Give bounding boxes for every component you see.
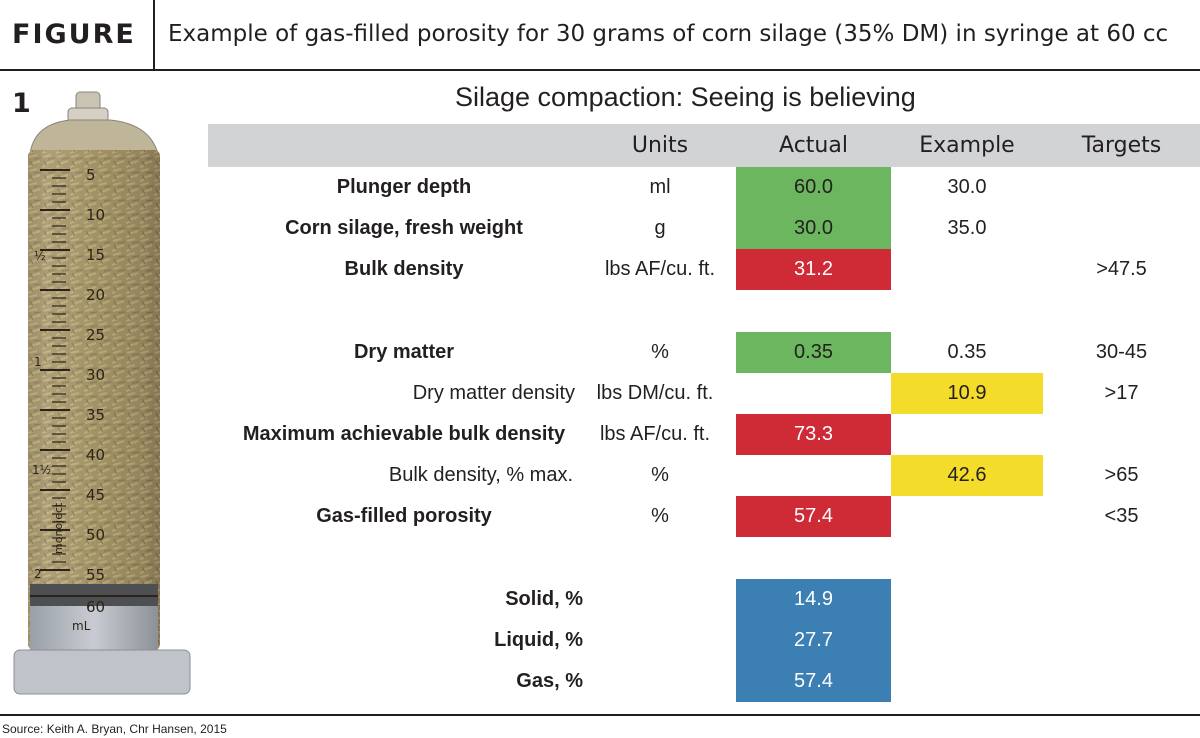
actual-cell: 57.4 [736, 496, 891, 537]
row-label: Gas-filled porosity [316, 505, 492, 527]
row-units: % [651, 464, 669, 486]
fraction-mark: 1 [34, 355, 42, 369]
target-cell: >17 [1104, 382, 1139, 404]
actual-cell: 30.0 [736, 208, 891, 249]
table-header-row: Units Actual Example Targets [208, 124, 1200, 167]
row-units: % [651, 341, 669, 363]
scale-number: 45 [86, 486, 105, 504]
example-cell: 35.0 [947, 217, 987, 239]
header-actual: Actual [779, 133, 848, 158]
row-label: Dry matter [353, 341, 455, 363]
row-label: Bulk density [344, 258, 464, 280]
syringe-image: 5 10 15 20 25 30 35 40 45 50 55 60 ½ 1 1… [13, 91, 191, 695]
brand-text: monoject [52, 502, 65, 554]
scale-number: 15 [86, 246, 105, 264]
header-units: Units [631, 133, 689, 158]
scale-number: 55 [86, 566, 105, 584]
actual-cell: 27.7 [736, 620, 891, 661]
scale-number: 10 [86, 206, 105, 224]
scale-number: 30 [86, 366, 105, 384]
example-cell: 0.35 [947, 341, 987, 363]
figure-caption: Example of gas-filled porosity for 30 gr… [168, 21, 1169, 47]
scale-number: 25 [86, 326, 105, 344]
data-table: Units Actual Example Targets Plunger dep… [208, 124, 1200, 704]
scale-number: 50 [86, 526, 105, 544]
row-units: lbs DM/cu. ft. [596, 382, 714, 404]
figure-label: FIGURE 1 [0, 0, 155, 119]
row-label: Corn silage, fresh weight [285, 217, 523, 239]
row-units: ml [649, 176, 671, 198]
example-cell: 42.6 [891, 455, 1043, 496]
scale-number: 60 [86, 598, 105, 616]
scale-number: 5 [86, 166, 96, 184]
row-label: Dry matter density [412, 382, 575, 404]
row-label: Liquid, % [494, 629, 583, 651]
row-label: Solid, % [505, 588, 583, 610]
target-cell: >47.5 [1096, 258, 1147, 280]
row-units: lbs AF/cu. ft. [599, 423, 711, 445]
actual-cell: 14.9 [736, 579, 891, 620]
figure-header: FIGURE 1 Example of gas-filled porosity … [0, 0, 1200, 119]
actual-cell: 73.3 [736, 414, 891, 455]
header-targets: Targets [1081, 133, 1162, 158]
example-cell: 30.0 [947, 176, 987, 198]
actual-cell: 0.35 [736, 332, 891, 373]
actual-cell: 31.2 [736, 249, 891, 290]
fraction-mark: 2 [34, 567, 42, 581]
fraction-mark: ½ [34, 249, 46, 263]
scale-number: 40 [86, 446, 105, 464]
target-cell: 30-45 [1095, 341, 1148, 363]
target-cell: <35 [1104, 505, 1139, 527]
row-label: Plunger depth [336, 176, 472, 198]
actual-cell: 57.4 [736, 661, 891, 702]
bottom-divider [0, 714, 1200, 716]
header-example: Example [919, 133, 1015, 158]
row-label: Bulk density, % max. [388, 464, 573, 486]
actual-cell: 60.0 [736, 167, 891, 208]
row-label: Maximum achievable bulk density [242, 423, 566, 445]
scale-number: 35 [86, 406, 105, 424]
row-units: lbs AF/cu. ft. [604, 258, 716, 280]
unit-label: mL [72, 619, 91, 633]
source-note: Source: Keith A. Bryan, Chr Hansen, 2015 [2, 722, 227, 736]
scale-number: 20 [86, 286, 105, 304]
row-units: % [651, 505, 669, 527]
fraction-mark: 1½ [32, 463, 51, 477]
row-units: g [654, 217, 666, 239]
example-cell: 10.9 [891, 373, 1043, 414]
target-cell: >65 [1104, 464, 1139, 486]
row-label: Gas, % [516, 670, 583, 692]
table-title: Silage compaction: Seeing is believing [455, 82, 916, 112]
